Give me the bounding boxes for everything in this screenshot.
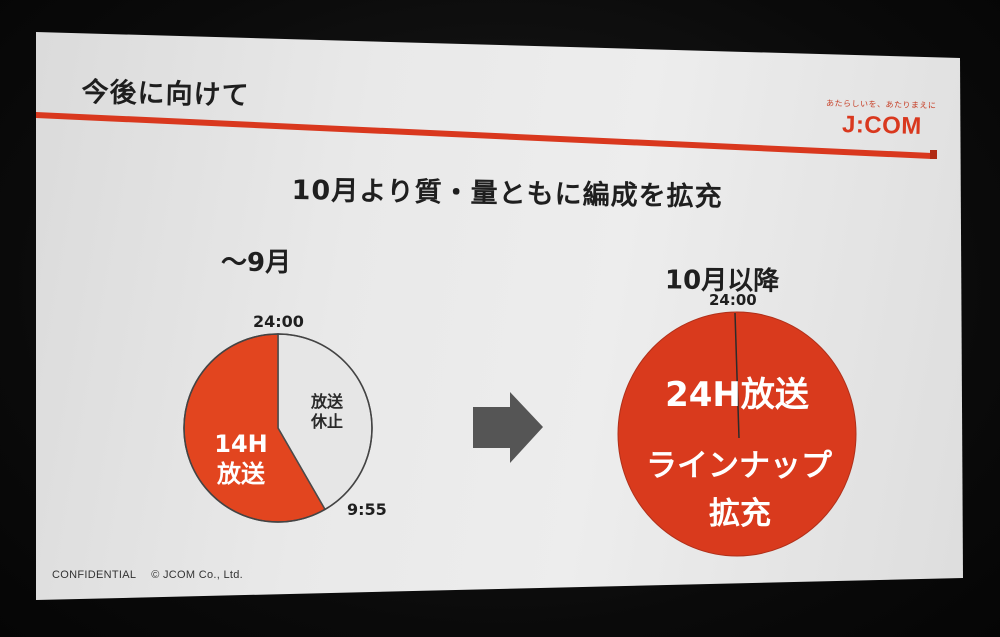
pie-label-on-air-line2: 放送 <box>216 460 266 488</box>
jcom-logo: J:COM <box>841 111 923 140</box>
right-start-time-label: 24:00 <box>709 291 757 309</box>
left-end-time-label: 9:55 <box>347 500 387 519</box>
pie-start-marker-line <box>734 312 740 439</box>
left-start-time-label: 24:00 <box>253 312 304 331</box>
slide-subtitle: 10月より質・量ともに編成を拡充 <box>291 174 723 213</box>
header-red-rule <box>36 112 932 159</box>
pie-label-lineup-line2: 拡充 <box>709 496 771 532</box>
copyright-label: © JCOM Co., Ltd. <box>151 569 243 581</box>
left-pie-outline <box>183 333 373 523</box>
confidential-label: CONFIDENTIAL <box>52 569 136 581</box>
left-period-heading: 〜9月 <box>221 248 292 278</box>
slide-title: 今後に向けて <box>81 76 250 112</box>
pie-label-off-air-line2: 休止 <box>310 412 343 431</box>
header-rule-end-marker <box>930 150 937 159</box>
pie-label-24h-main: 24H放送 <box>665 375 809 415</box>
pie-label-on-air-line1: 14H <box>214 430 267 458</box>
pie-label-off-air-line1: 放送 <box>310 392 344 411</box>
pie-label-lineup-line1: ラインナップ <box>646 448 833 484</box>
pie-slice-24h <box>617 311 857 557</box>
right-arrow-icon <box>473 392 543 463</box>
slide-footer: CONFIDENTIAL © JCOM Co., Ltd. <box>52 569 243 581</box>
